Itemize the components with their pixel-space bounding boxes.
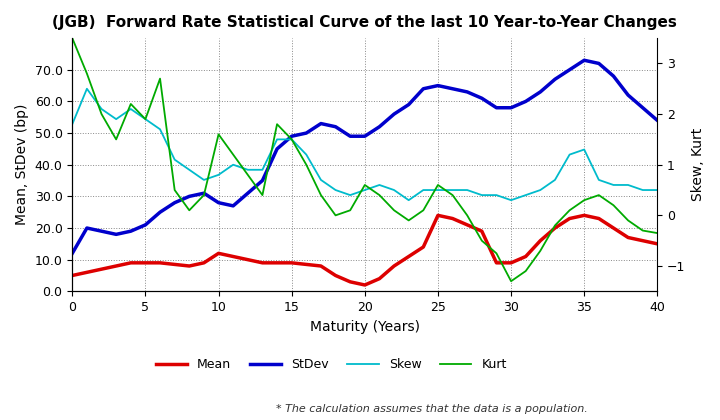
Title: (JGB)  Forward Rate Statistical Curve of the last 10 Year-to-Year Changes: (JGB) Forward Rate Statistical Curve of … [53,15,678,30]
X-axis label: Maturity (Years): Maturity (Years) [310,320,420,333]
Y-axis label: Skew, Kurt: Skew, Kurt [691,128,705,201]
Text: * The calculation assumes that the data is a population.: * The calculation assumes that the data … [276,404,588,414]
Legend: Mean, StDev, Skew, Kurt: Mean, StDev, Skew, Kurt [150,353,512,376]
Y-axis label: Mean, StDev (bp): Mean, StDev (bp) [15,104,29,226]
